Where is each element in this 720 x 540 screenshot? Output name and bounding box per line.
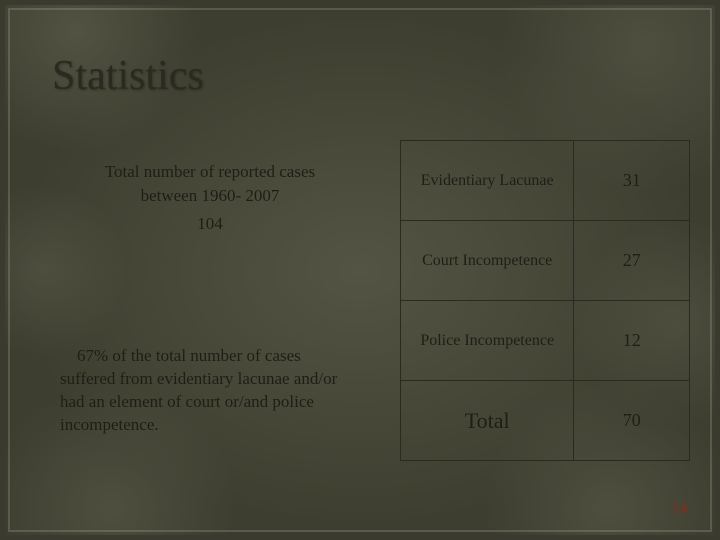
cell-label: Evidentiary Lacunae — [401, 141, 574, 221]
summary-line2: between 1960- 2007 — [70, 184, 350, 208]
table-row-total: Total 70 — [401, 381, 690, 461]
table-row: Police Incompetence 12 — [401, 301, 690, 381]
table-row: Evidentiary Lacunae 31 — [401, 141, 690, 221]
cell-label: Court Incompetence — [401, 221, 574, 301]
cell-value: 12 — [574, 301, 690, 381]
cell-label: Police Incompetence — [401, 301, 574, 381]
summary-line1: Total number of reported cases — [70, 160, 350, 184]
slide-title: Statistics — [52, 52, 204, 100]
stats-table: Evidentiary Lacunae 31 Court Incompetenc… — [400, 140, 690, 461]
slide-frame: Statistics Total number of reported case… — [8, 8, 712, 532]
page-number: 14 — [672, 500, 688, 518]
cell-value: 27 — [574, 221, 690, 301]
cell-label-total: Total — [401, 381, 574, 461]
table-row: Court Incompetence 27 — [401, 221, 690, 301]
summary-block-bottom: 67% of the total number of cases suffere… — [60, 345, 360, 437]
cell-value-total: 70 — [574, 381, 690, 461]
summary-count: 104 — [70, 212, 350, 236]
cell-value: 31 — [574, 141, 690, 221]
summary-block-top: Total number of reported cases between 1… — [70, 160, 350, 235]
